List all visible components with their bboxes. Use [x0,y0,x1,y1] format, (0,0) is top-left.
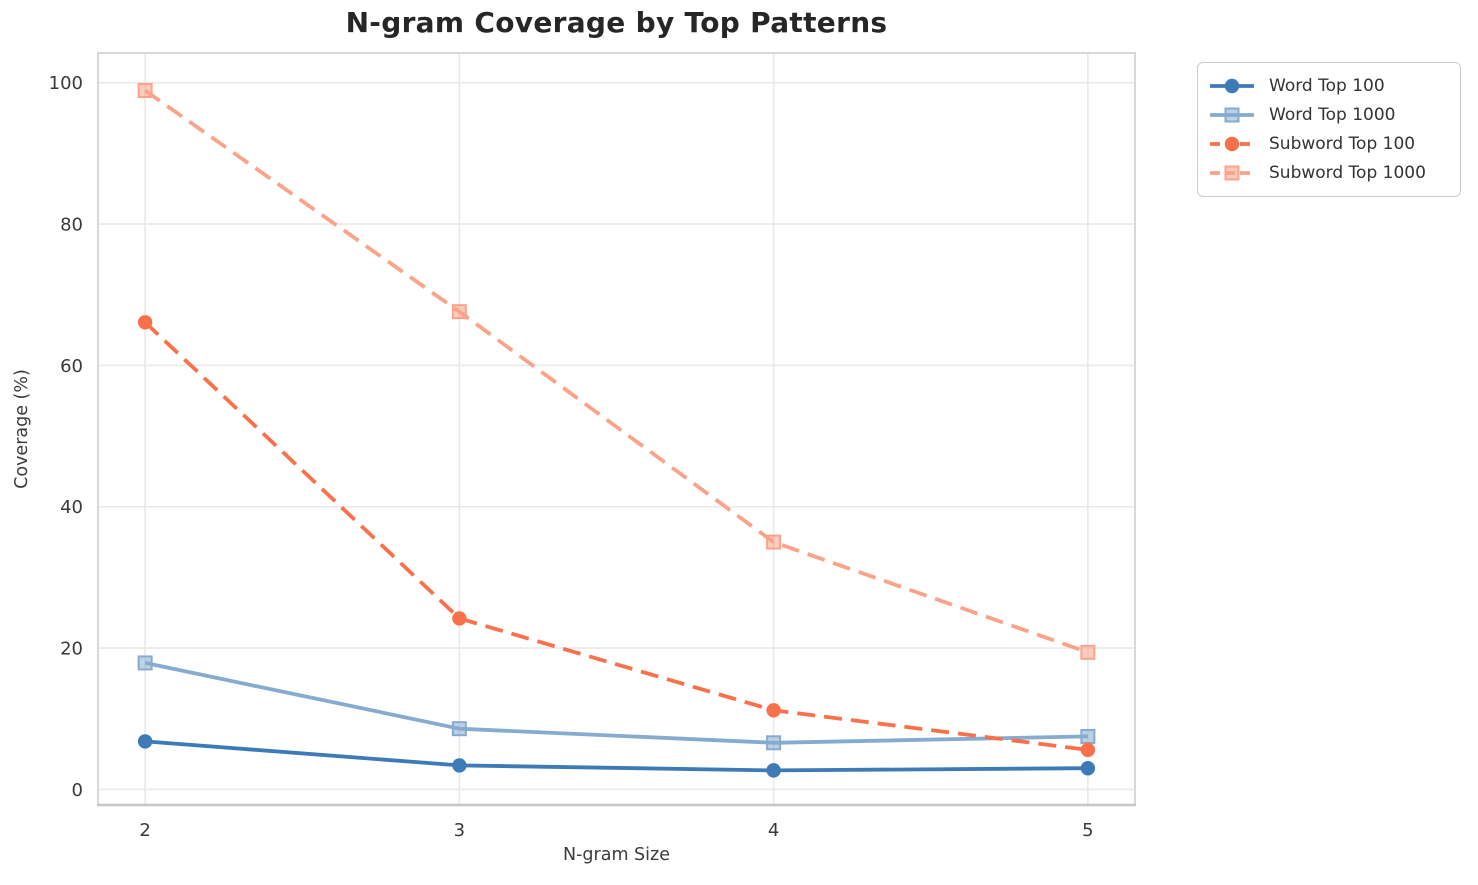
data-marker [766,763,781,778]
legend-item: Word Top 1000 [1208,101,1448,129]
legend: Word Top 100 Word Top 1000 Subword Top 100… [1197,62,1461,197]
data-marker [1080,644,1096,660]
data-marker [1080,761,1096,776]
data-marker [1080,742,1096,758]
legend-marker-square-icon [1210,165,1254,181]
data-marker [451,721,467,737]
y-tick-label: 0 [72,780,83,801]
chart-title: N-gram Coverage by Top Patterns [345,6,888,39]
data-marker [452,758,467,773]
legend-marker-circle-icon [1210,78,1254,94]
data-marker [451,304,467,320]
data-marker [137,82,153,98]
data-marker [1080,728,1096,744]
legend-label: Subword Top 100 [1269,134,1416,154]
data-marker [452,611,467,626]
series-line-1 [144,739,1088,773]
x-axis-label: N-gram Size [563,845,670,865]
legend-label: Word Top 1000 [1269,105,1396,125]
legend-item: Subword Top 1000 [1208,159,1448,187]
series-line-3 [143,320,1089,752]
x-tick-label: 5 [1082,820,1093,841]
x-tick-label: 3 [454,820,465,841]
y-tick-label: 20 [60,639,83,660]
legend-label: Subword Top 1000 [1269,163,1426,183]
data-marker [766,534,782,550]
legend-item: Subword Top 100 [1208,130,1448,158]
legend-marker-circle-icon [1210,136,1254,152]
series-line-4 [144,88,1089,655]
legend-marker-square-icon [1210,107,1254,123]
data-marker [137,655,153,671]
data-marker [766,703,781,718]
y-tick-label: 40 [60,497,83,518]
legend-item: Word Top 100 [1208,72,1448,100]
x-tick-label: 4 [768,820,779,841]
data-marker [137,315,153,330]
legend-label: Word Top 100 [1269,76,1385,96]
y-tick-label: 80 [60,215,83,236]
series-line-2 [144,661,1088,745]
x-tick-label: 2 [139,820,150,841]
data-marker [766,735,782,751]
y-tick-label: 100 [49,73,83,94]
data-marker [137,734,153,749]
y-tick-label: 60 [60,356,83,377]
